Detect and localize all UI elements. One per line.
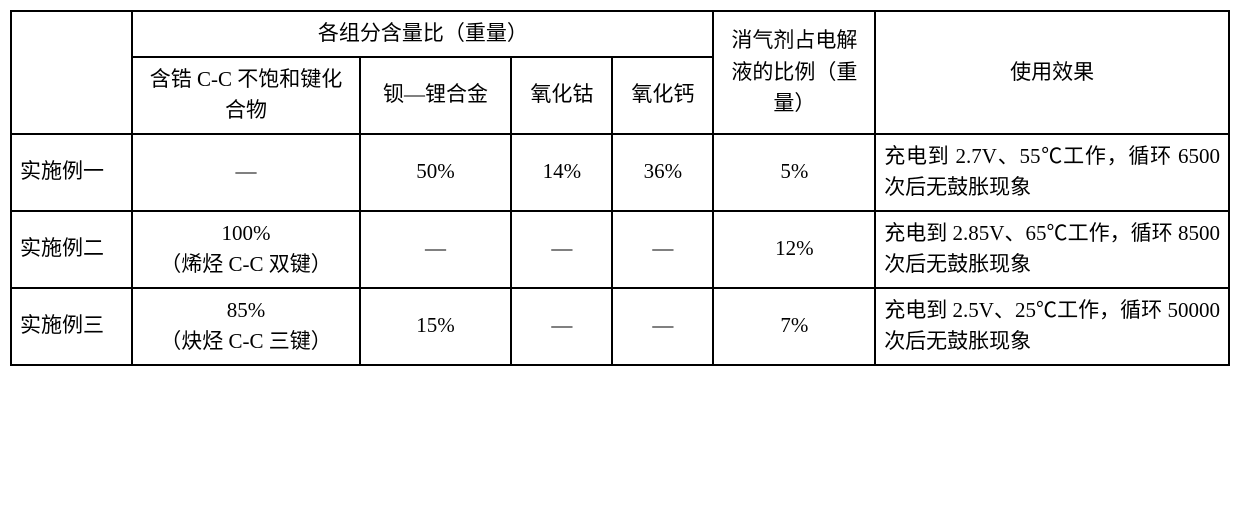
cell-comp2: — <box>360 211 512 288</box>
cell-effect: 充电到 2.5V、25℃工作，循环 50000 次后无鼓胀现象 <box>875 288 1229 365</box>
cell-comp2: 50% <box>360 134 512 211</box>
cell-comp4: 36% <box>612 134 713 211</box>
cell-comp3: 14% <box>511 134 612 211</box>
header-group-components: 各组分含量比（重量） <box>132 11 713 57</box>
table-row: 实施例三 85%（炔烃 C-C 三键） 15% — — 7% 充电到 2.5V、… <box>11 288 1229 365</box>
cell-comp1: 100%（烯烃 C-C 双键） <box>132 211 359 288</box>
row-label: 实施例二 <box>11 211 132 288</box>
header-empty <box>11 11 132 134</box>
header-effect: 使用效果 <box>875 11 1229 134</box>
cell-comp3: — <box>511 211 612 288</box>
cell-effect: 充电到 2.85V、65℃工作，循环 8500 次后无鼓胀现象 <box>875 211 1229 288</box>
cell-effect: 充电到 2.7V、55℃工作，循环 6500 次后无鼓胀现象 <box>875 134 1229 211</box>
data-table: 各组分含量比（重量） 消气剂占电解液的比例（重量） 使用效果 含锆 C-C 不饱… <box>10 10 1230 366</box>
table-row: 实施例二 100%（烯烃 C-C 双键） — — — 12% 充电到 2.85V… <box>11 211 1229 288</box>
cell-comp3: — <box>511 288 612 365</box>
header-ratio: 消气剂占电解液的比例（重量） <box>713 11 875 134</box>
cell-ratio: 12% <box>713 211 875 288</box>
row-label: 实施例三 <box>11 288 132 365</box>
header-comp2: 钡—锂合金 <box>360 57 512 134</box>
cell-comp1: — <box>132 134 359 211</box>
cell-comp4: — <box>612 288 713 365</box>
header-comp3: 氧化钴 <box>511 57 612 134</box>
cell-comp1: 85%（炔烃 C-C 三键） <box>132 288 359 365</box>
header-comp1: 含锆 C-C 不饱和键化合物 <box>132 57 359 134</box>
cell-ratio: 5% <box>713 134 875 211</box>
cell-comp4: — <box>612 211 713 288</box>
table-row: 实施例一 — 50% 14% 36% 5% 充电到 2.7V、55℃工作，循环 … <box>11 134 1229 211</box>
table-header-row-1: 各组分含量比（重量） 消气剂占电解液的比例（重量） 使用效果 <box>11 11 1229 57</box>
header-comp4: 氧化钙 <box>612 57 713 134</box>
cell-comp2: 15% <box>360 288 512 365</box>
cell-ratio: 7% <box>713 288 875 365</box>
row-label: 实施例一 <box>11 134 132 211</box>
